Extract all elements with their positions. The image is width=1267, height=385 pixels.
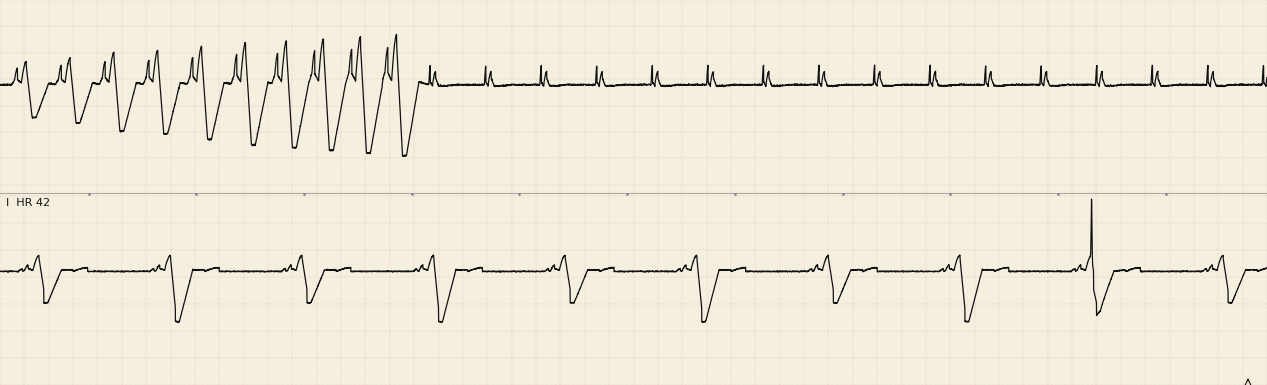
Text: I  HR 42: I HR 42	[6, 198, 51, 208]
